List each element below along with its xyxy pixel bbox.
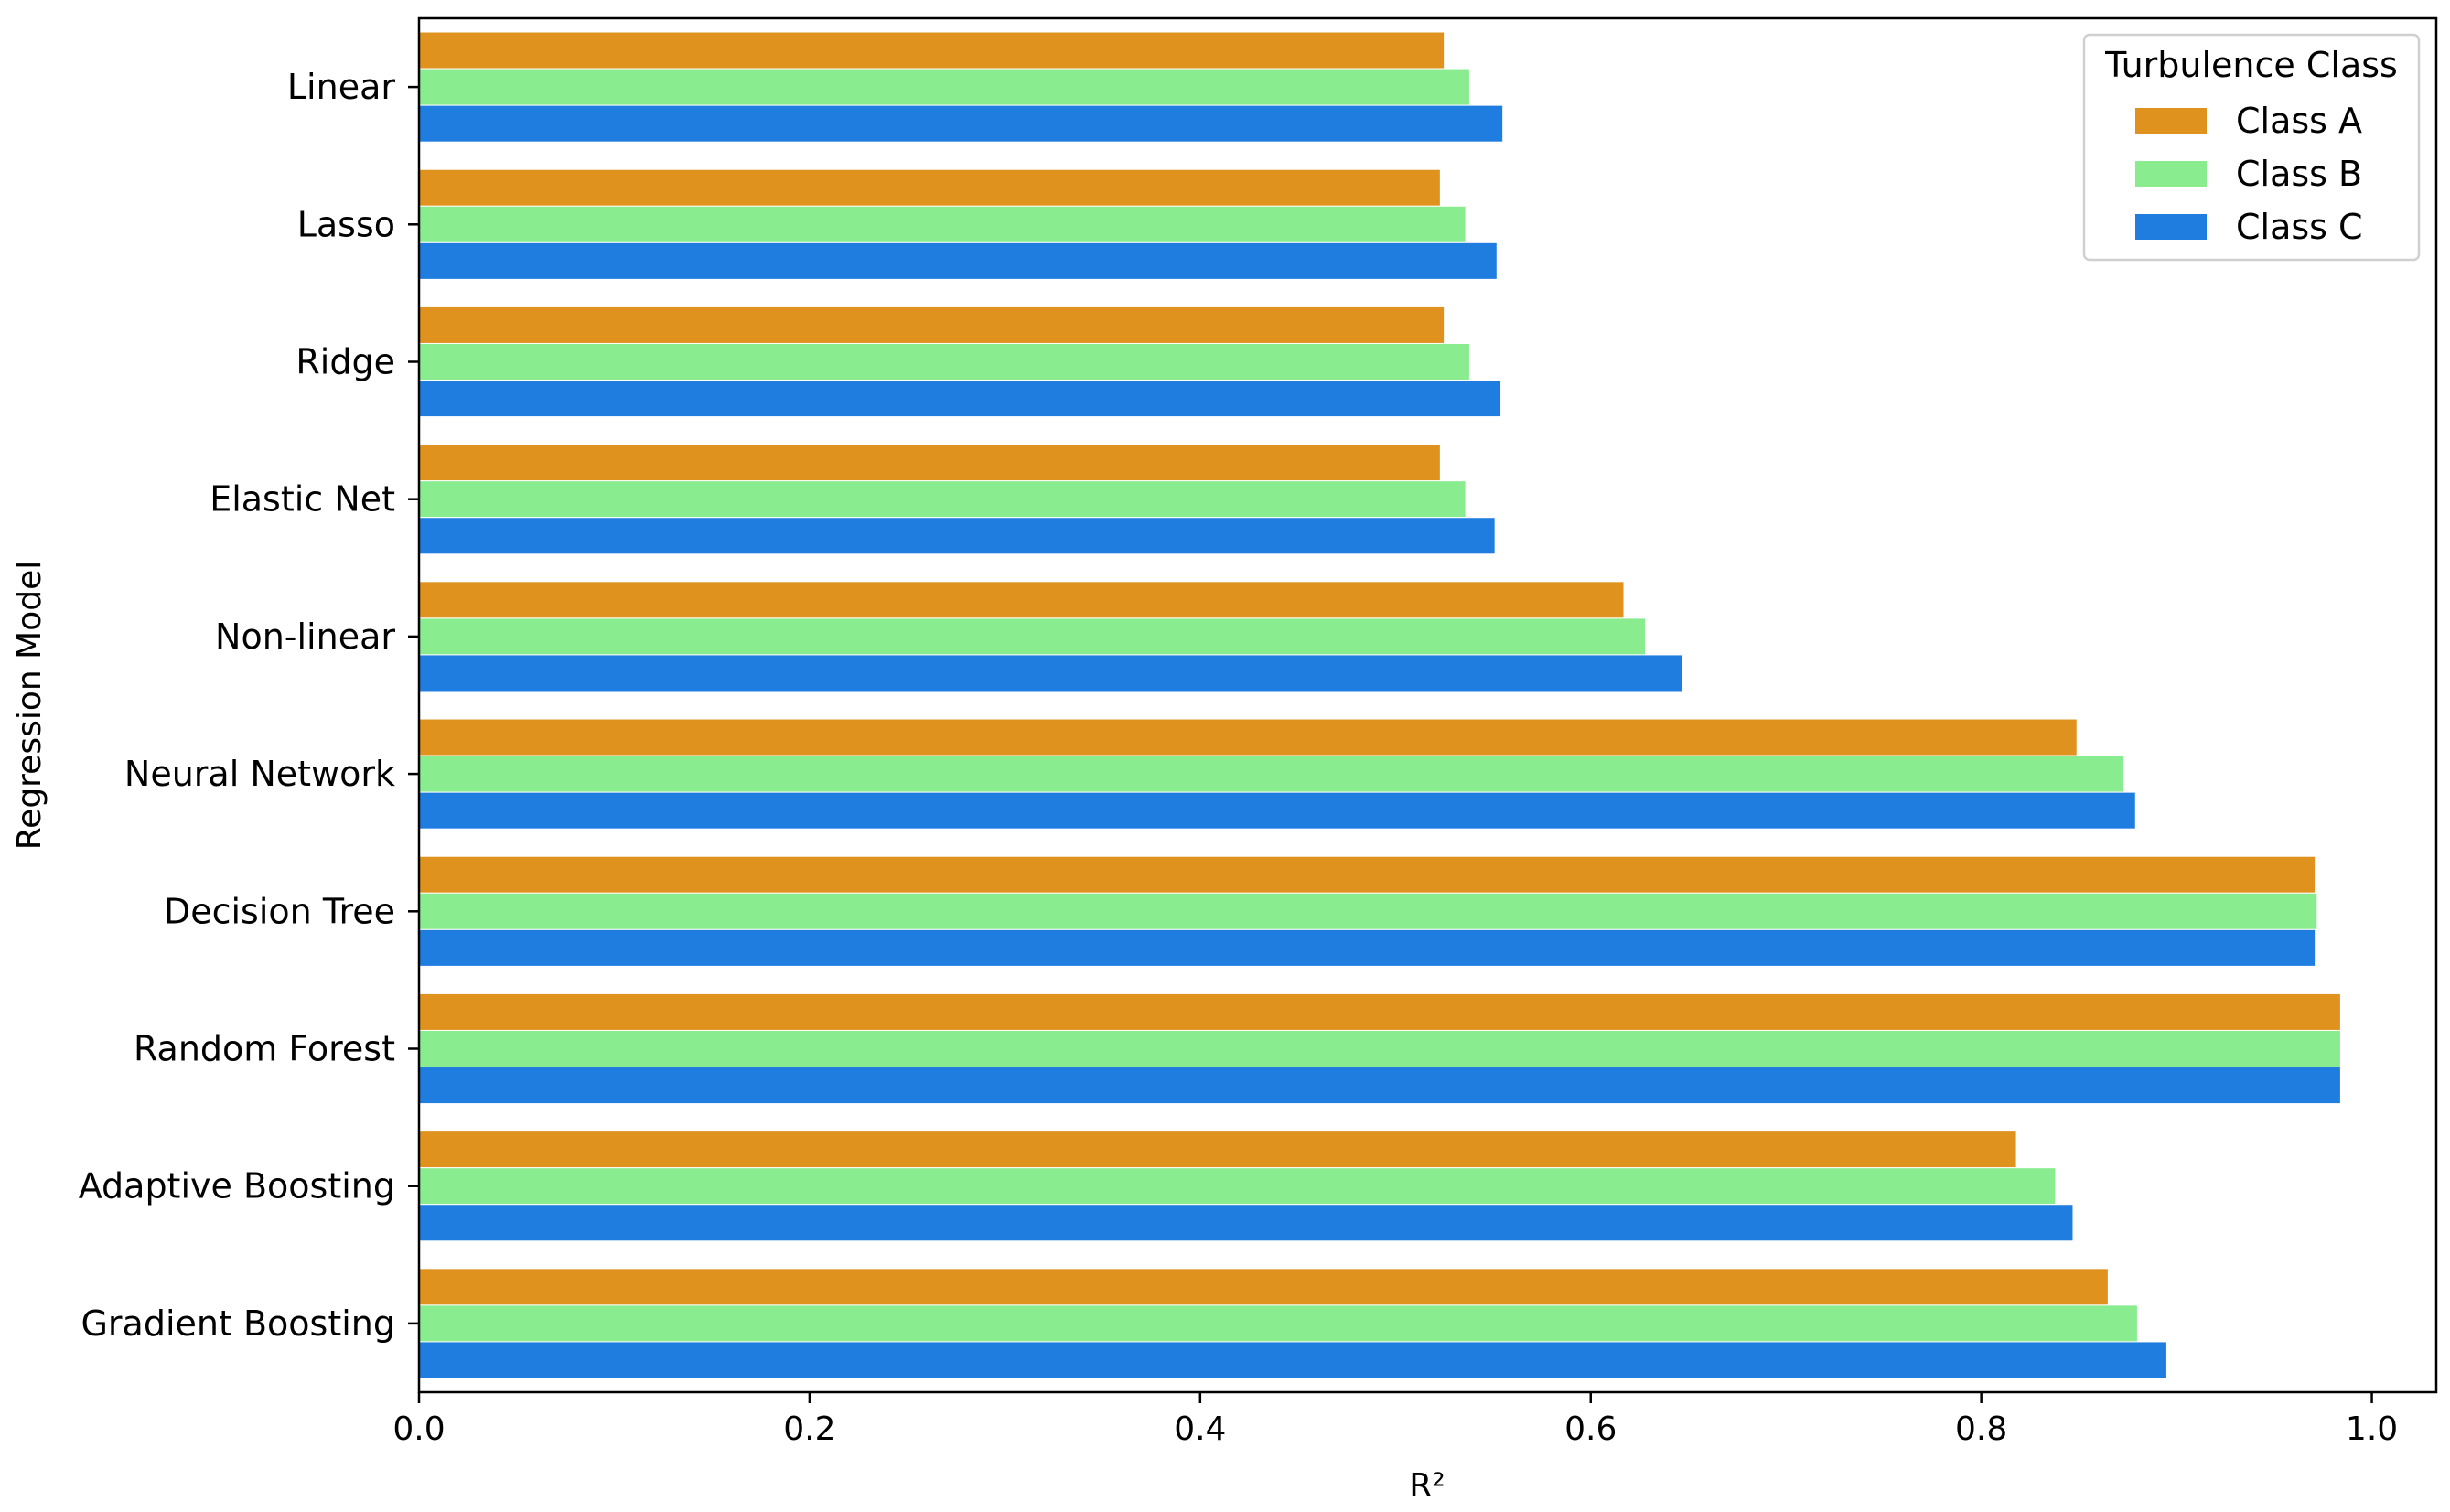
y-tick-label: Decision Tree — [164, 891, 395, 931]
bar-neural-network-class-c — [418, 791, 2136, 830]
x-tick-label: 0.0 — [392, 1410, 445, 1448]
y-tick-label: Lasso — [297, 204, 395, 244]
bar-decision-tree-class-a — [418, 855, 2316, 894]
y-tick-label: Adaptive Boosting — [79, 1166, 395, 1206]
bar-elastic-net-class-c — [418, 517, 1496, 555]
x-tick-label: 1.0 — [2346, 1410, 2398, 1448]
bar-random-forest-class-b — [418, 1029, 2341, 1068]
x-axis: 0.0 0.2 0.4 0.6 0.8 1.0 — [392, 1392, 2398, 1448]
x-tick-label: 0.4 — [1174, 1410, 1226, 1448]
bar-adaptive-boosting-class-b — [418, 1167, 2057, 1206]
legend-swatch — [2135, 161, 2207, 187]
x-tick-label: 0.6 — [1564, 1410, 1617, 1448]
legend-swatch — [2135, 108, 2207, 134]
bar-non-linear-class-b — [418, 617, 1647, 656]
y-tick-label: Non-linear — [215, 617, 395, 657]
bar-neural-network-class-b — [418, 755, 2124, 793]
bar-adaptive-boosting-class-a — [418, 1131, 2017, 1169]
bar-adaptive-boosting-class-c — [418, 1204, 2074, 1242]
bar-decision-tree-class-c — [418, 928, 2316, 967]
legend-label: Class B — [2236, 154, 2362, 194]
y-tick-label: Linear — [287, 67, 395, 107]
bar-neural-network-class-a — [418, 718, 2078, 756]
bars-layer — [418, 31, 2341, 1379]
bar-gradient-boosting-class-b — [418, 1304, 2138, 1343]
x-tick-label: 0.2 — [783, 1410, 835, 1448]
bar-non-linear-class-c — [418, 654, 1683, 692]
plot-frame — [417, 16, 2438, 1394]
bar-ridge-class-b — [418, 342, 1470, 381]
y-axis: Linear Lasso Ridge Elastic Net Non-linear Neu… — [79, 67, 419, 1344]
y-tick-label: Ridge — [296, 342, 395, 382]
legend-box — [2082, 33, 2421, 262]
bar-gradient-boosting-class-c — [418, 1341, 2167, 1379]
legend-label: Class C — [2236, 207, 2363, 247]
legend: Turbulence Class Class A Class B Class C — [2082, 33, 2421, 262]
bar-lasso-class-c — [418, 241, 1498, 280]
x-tick-label: 0.8 — [1955, 1410, 2007, 1448]
bar-lasso-class-a — [418, 168, 1441, 207]
x-axis-label: R² — [1409, 1467, 1445, 1505]
bar-elastic-net-class-a — [418, 444, 1441, 482]
bar-linear-class-a — [418, 31, 1445, 70]
bar-elastic-net-class-b — [418, 480, 1467, 519]
bar-linear-class-b — [418, 68, 1470, 106]
bar-gradient-boosting-class-a — [418, 1268, 2109, 1306]
y-tick-label: Random Forest — [134, 1029, 395, 1069]
y-tick-label: Gradient Boosting — [81, 1303, 395, 1344]
legend-items: Class A Class B Class C — [2135, 101, 2363, 247]
legend-swatch — [2135, 214, 2207, 240]
bar-non-linear-class-a — [418, 581, 1625, 619]
bar-linear-class-c — [418, 104, 1504, 143]
legend-title: Turbulence Class — [2104, 45, 2398, 85]
bar-decision-tree-class-b — [418, 892, 2318, 930]
legend-label: Class A — [2236, 101, 2362, 141]
y-tick-label: Elastic Net — [210, 479, 395, 520]
y-tick-label: Neural Network — [124, 754, 395, 794]
y-axis-label: Regression Model — [11, 561, 48, 850]
bar-lasso-class-b — [418, 205, 1467, 243]
bar-random-forest-class-c — [418, 1067, 2341, 1105]
bar-ridge-class-c — [418, 380, 1502, 418]
bar-ridge-class-a — [418, 306, 1445, 344]
bar-random-forest-class-a — [418, 992, 2341, 1031]
